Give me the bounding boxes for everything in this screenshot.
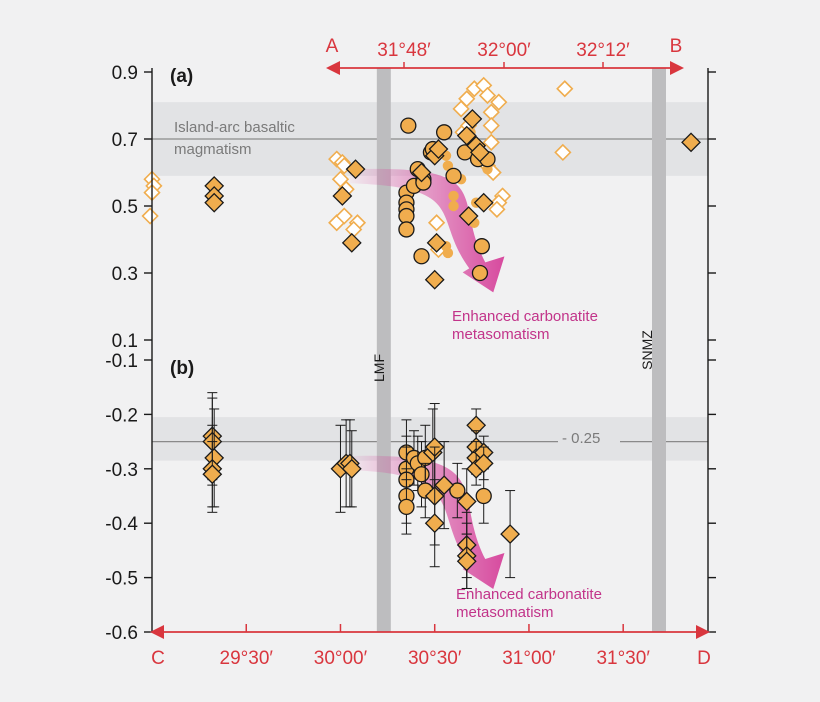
panel-b-label: (b): [170, 358, 194, 379]
data-point-b-circle-errorbar-11: [475, 487, 492, 505]
bottom-red-axis: C D: [150, 625, 711, 669]
top-axis-arrowhead-left: [326, 61, 340, 75]
data-point-b-diamond-errorbar-23: [473, 453, 494, 474]
data-point-a-diamond-filled-16: [458, 206, 479, 226]
data-point-a-circle-filled-0: [400, 117, 417, 134]
band-value-label: - 0.25: [562, 430, 600, 447]
y-tick-label-0-3: 0.7: [112, 130, 138, 151]
data-point-a-diamond-open-30: [488, 200, 506, 218]
data-point-b-diamond-errorbar-13: [434, 475, 455, 496]
zone-label-snmz: SNMZ: [639, 330, 655, 370]
top-red-axis: A B 31°48′ 32°00′ 32°12′: [326, 36, 684, 75]
island-arc-label-line2: magmatism: [174, 141, 252, 158]
plot-layer: 0.1 0.3 0.5 0.7 0.9 -0.1 -0.2 -0.3 -0.4 -0.5 -0.6 2…: [105, 63, 716, 669]
data-point-a-circle-filled-19: [471, 264, 489, 282]
bottom-axis-arrowhead-right: [696, 625, 710, 639]
data-point-b-diamond-errorbar-8: [341, 458, 362, 479]
data-point-b-diamond-errorbar-4: [202, 464, 223, 485]
data-point-a-diamond-open-22: [490, 93, 508, 111]
top-axis-end-label: B: [670, 36, 683, 57]
carbonatite-arrow-a: [349, 168, 505, 293]
data-point-a-circle-small-3: [448, 200, 459, 212]
bottom-axis-end-label: D: [697, 648, 711, 669]
top-tick-label-1: 31°48′: [377, 40, 431, 61]
data-point-b-diamond-errorbar-17: [456, 551, 477, 572]
top-axis-arrowhead-right: [670, 61, 684, 75]
data-point-a-diamond-open-31: [556, 80, 574, 98]
panel-a-label: (a): [170, 66, 193, 87]
data-point-a-diamond-filled-4: [345, 159, 366, 180]
y-tick-label-1-4: -0.5: [105, 569, 138, 590]
zone-bar-lmf: [376, 68, 391, 632]
island-arc-label-line1: Island-arc basaltic: [174, 119, 295, 136]
bottom-axis-arrowhead-left: [150, 625, 164, 639]
data-point-b-diamond-errorbar-12: [424, 513, 445, 534]
data-point-b-circle-errorbar-10: [449, 482, 466, 499]
enhanced-carbonatite-label-b-line2: metasomatism: [456, 604, 554, 621]
data-point-b-circle-errorbar-4: [398, 498, 415, 516]
data-point-a-diamond-filled-9: [426, 232, 447, 253]
bottom-tick-label-3: 31°00′: [502, 648, 556, 669]
data-point-a-diamond-filled-15: [473, 192, 494, 213]
y-tick-label-1-1: -0.2: [105, 405, 138, 426]
data-point-a-diamond-filled-3: [332, 186, 353, 206]
bottom-axis-start-label: C: [151, 648, 165, 669]
data-point-a-diamond-filled-14: [470, 142, 490, 163]
y-tick-label-1-2: -0.3: [105, 460, 138, 481]
data-point-a-diamond-open-10: [335, 207, 353, 225]
zone-label-lmf: LMF: [371, 354, 387, 382]
bottom-tick-label-2: 30°30′: [408, 648, 462, 669]
data-point-a-diamond-open-21: [478, 86, 497, 105]
top-tick-label-2: 32°00′: [477, 40, 531, 61]
data-point-a-diamond-filled-8: [428, 139, 449, 159]
y-tick-label-1-3: -0.4: [105, 514, 138, 535]
y-tick-label-1-5: -0.6: [105, 623, 138, 644]
y-tick-label-0-4: 0.9: [112, 63, 138, 84]
data-point-a-diamond-filled-11: [456, 125, 477, 146]
data-point-a-diamond-open-24: [482, 116, 500, 135]
bottom-tick-label-1: 30°00′: [314, 648, 368, 669]
data-point-a-diamond-open-25: [482, 133, 500, 151]
bottom-tick-label-4: 31°30′: [596, 648, 650, 669]
data-point-a-circle-filled-5: [398, 221, 415, 238]
data-point-a-diamond-filled-2: [204, 192, 225, 213]
data-point-a-diamond-open-13: [427, 214, 446, 232]
data-point-a-circle-filled-18: [473, 238, 490, 255]
enhanced-carbonatite-label-b-line1: Enhanced carbonatite: [456, 586, 602, 603]
data-point-a-circle-small-5: [442, 247, 454, 259]
top-tick-label-3: 32°12′: [576, 40, 630, 61]
enhanced-carbonatite-label-a-line1: Enhanced carbonatite: [452, 308, 598, 325]
data-point-b-circle-errorbar-7: [413, 466, 430, 483]
data-point-b-diamond-errorbar-14: [456, 491, 477, 512]
data-point-a-circle-small-2: [448, 190, 459, 202]
data-point-a-circle-filled-13: [435, 124, 453, 141]
data-point-a-circle-filled-10: [413, 248, 430, 265]
data-point-a-circle-filled-14: [445, 167, 462, 185]
data-point-a-diamond-open-18: [458, 90, 476, 108]
data-point-a-diamond-open-3: [141, 207, 159, 225]
data-point-a-diamond-filled-12: [462, 108, 483, 129]
data-point-a-diamond-filled-10: [424, 269, 445, 290]
y-tick-label-1-0: -0.1: [105, 351, 138, 372]
y-tick-label-0-2: 0.5: [112, 197, 138, 218]
top-axis-start-label: A: [326, 36, 339, 57]
data-point-a-diamond-open-32: [554, 143, 572, 162]
data-point-a-diamond-filled-6: [411, 162, 432, 183]
zone-bar-snmz: [651, 68, 666, 632]
bottom-tick-label-0: 29°30′: [220, 648, 274, 669]
y-tick-label-0-0: 0.1: [112, 331, 138, 352]
data-point-a-diamond-filled-5: [341, 232, 362, 253]
data-point-b-diamond-errorbar-24: [500, 524, 521, 544]
data-point-a-diamond-filled-17: [681, 132, 701, 153]
enhanced-carbonatite-label-a-line2: metasomatism: [452, 326, 550, 343]
y-tick-label-0-1: 0.3: [112, 264, 138, 285]
